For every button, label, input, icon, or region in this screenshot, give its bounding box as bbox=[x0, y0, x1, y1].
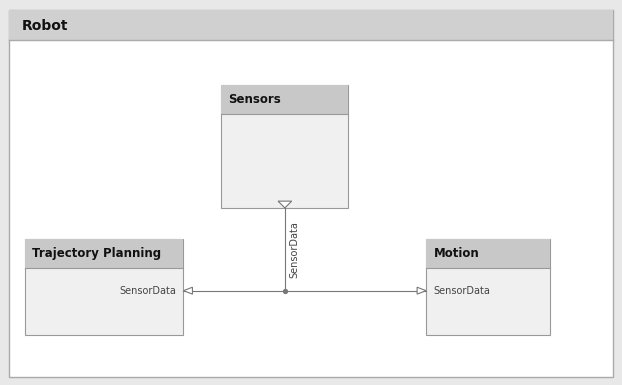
Text: Sensors: Sensors bbox=[228, 93, 281, 105]
Text: Robot: Robot bbox=[22, 19, 68, 33]
Text: SensorData: SensorData bbox=[290, 221, 300, 278]
Text: SensorData: SensorData bbox=[119, 286, 176, 296]
Text: Trajectory Planning: Trajectory Planning bbox=[32, 247, 162, 259]
FancyBboxPatch shape bbox=[221, 85, 348, 208]
FancyBboxPatch shape bbox=[25, 239, 183, 335]
FancyBboxPatch shape bbox=[9, 10, 613, 40]
FancyBboxPatch shape bbox=[9, 10, 613, 377]
Polygon shape bbox=[183, 287, 192, 294]
Polygon shape bbox=[278, 201, 292, 208]
FancyBboxPatch shape bbox=[25, 239, 183, 268]
Text: SensorData: SensorData bbox=[434, 286, 490, 296]
FancyBboxPatch shape bbox=[426, 239, 550, 268]
FancyBboxPatch shape bbox=[426, 239, 550, 335]
Text: Motion: Motion bbox=[434, 247, 480, 259]
Polygon shape bbox=[417, 287, 426, 294]
FancyBboxPatch shape bbox=[221, 85, 348, 114]
